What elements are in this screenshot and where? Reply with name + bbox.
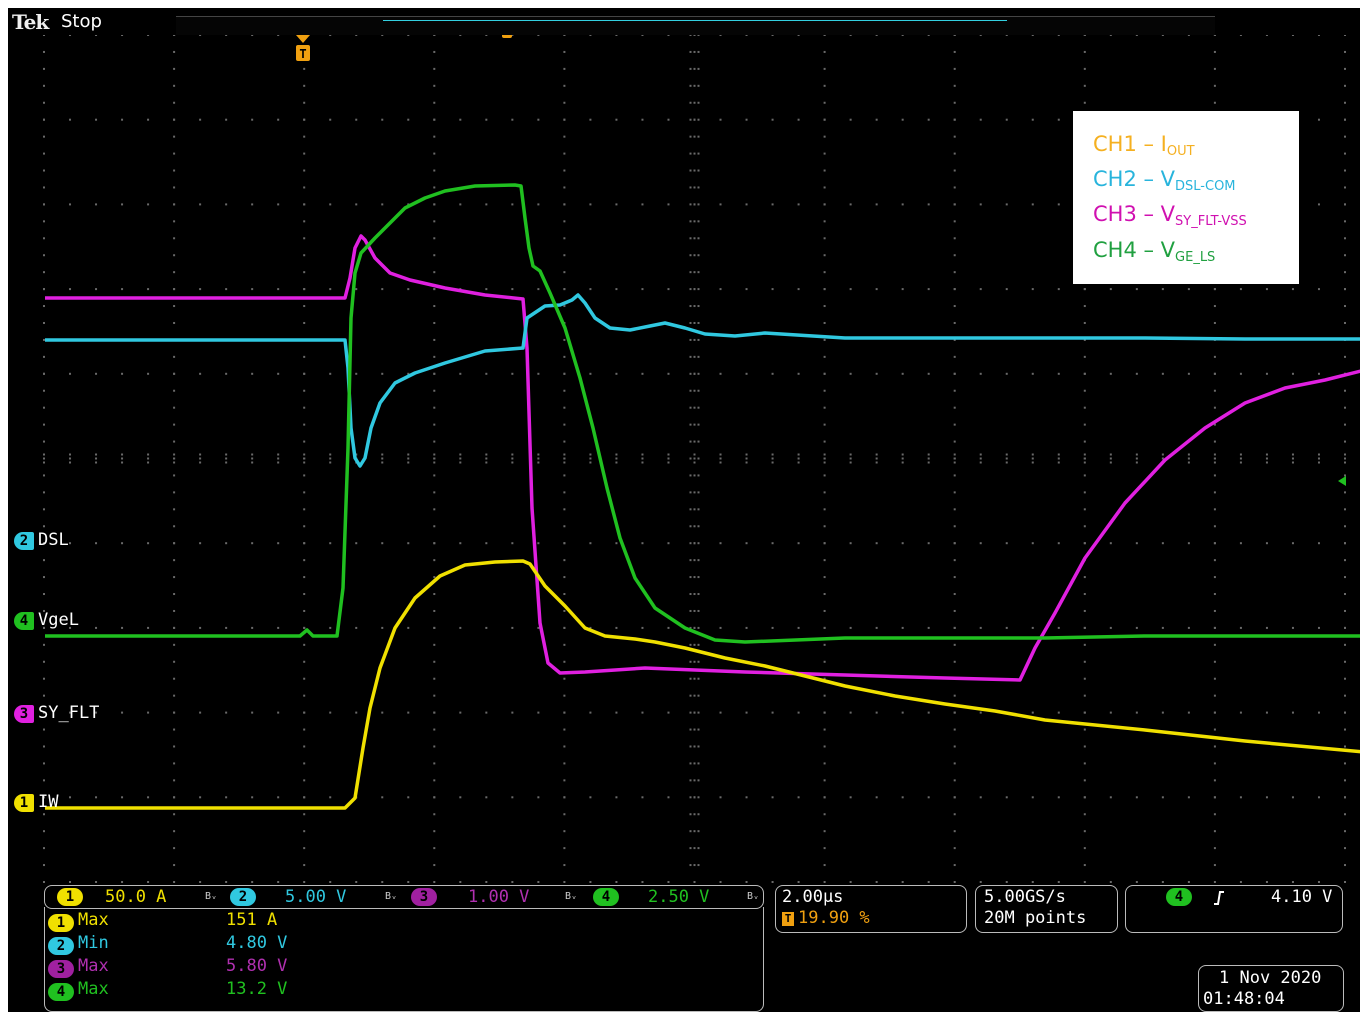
ch3-trace [45, 234, 1360, 682]
ch1-ground-marker[interactable]: 1 IW [14, 792, 58, 812]
waveform-traces [45, 183, 1360, 810]
acquisition-run-state: Stop [61, 11, 102, 32]
ch1-scale[interactable]: 50.0 A [105, 887, 167, 907]
measurement-ch2: 2 Min 4.80 V [48, 932, 287, 955]
vertical-scale-panel[interactable]: 1 50.0 A Bᵥ 2 5.00 V Bᵥ 3 1.00 V Bᵥ 4 2.… [44, 885, 764, 909]
time: 01:48:04 [1203, 989, 1285, 1009]
record-length: 20M points [984, 908, 1087, 928]
legend-ch2: CH2 – VDSL-COM [1093, 167, 1236, 194]
trigger-level: 4.10 V [1271, 887, 1333, 907]
ch4-scale[interactable]: 2.50 V [648, 887, 710, 907]
trigger-position-icon: T [782, 912, 794, 926]
horizontal-panel[interactable]: 2.00µs T 19.90 % [775, 885, 967, 933]
ch4-ground-marker[interactable]: 4 VgeL [14, 610, 79, 630]
ch4-trace [45, 183, 1360, 644]
ch2-trace [45, 293, 1360, 468]
graticule [43, 34, 1346, 883]
trigger-panel[interactable]: 4 4.10 V [1125, 885, 1343, 933]
legend-ch4: CH4 – VGE_LS [1093, 238, 1216, 265]
ch2-ground-marker[interactable]: 2 DSL [14, 530, 69, 550]
bandwidth-limit-icon: Bᵥ [205, 891, 218, 902]
datetime-panel: 1 Nov 2020 01:48:04 [1198, 965, 1344, 1012]
ch2-scale[interactable]: 5.00 V [285, 887, 347, 907]
date: 1 Nov 2020 [1219, 968, 1322, 988]
trigger-position-marker[interactable]: T [296, 35, 310, 61]
bandwidth-limit-icon: Bᵥ [385, 891, 398, 902]
measurement-ch1: 1 Max 151 A [48, 909, 277, 932]
tek-logo: Tek [12, 10, 49, 34]
svg-text:T: T [299, 47, 306, 61]
measurements-panel[interactable]: 1 Max 151 A 2 Min 4.80 V 3 Max 5.80 V 4 Max 13.2… [44, 907, 764, 1012]
trigger-source: 4 [1166, 888, 1192, 906]
ch3-scale[interactable]: 1.00 V [468, 887, 530, 907]
bandwidth-limit-icon: Bᵥ [747, 891, 760, 902]
oscilloscope-screen: T Tek Stop CH1 – IOUT CH2 – VDSL-COM CH3… [8, 8, 1360, 1012]
legend-ch1: CH1 – IOUT [1093, 132, 1195, 159]
trigger-position-icon [296, 35, 310, 43]
rising-edge-icon [1214, 891, 1224, 905]
bandwidth-limit-icon: Bᵥ [565, 891, 578, 902]
trigger-position-readout: T 19.90 % [782, 908, 870, 928]
legend-ch3: CH3 – VSY_FLT-VSS [1093, 202, 1247, 229]
top-status-bar: Tek Stop [8, 8, 1360, 35]
trigger-level-icon[interactable] [1338, 476, 1346, 486]
measurement-ch3: 3 Max 5.80 V [48, 955, 287, 978]
ch3-ground-marker[interactable]: 3 SY_FLT [14, 703, 99, 723]
ch1-trace [45, 559, 1360, 810]
sample-rate: 5.00GS/s [984, 887, 1066, 907]
measurement-ch4: 4 Max 13.2 V [48, 978, 287, 1001]
time-per-division: 2.00µs [782, 887, 844, 907]
channel-legend: CH1 – IOUT CH2 – VDSL-COM CH3 – VSY_FLT-… [1073, 111, 1299, 284]
acquisition-panel[interactable]: 5.00GS/s 20M points [975, 885, 1118, 933]
record-view-bar [176, 16, 1215, 35]
record-view-line [383, 20, 1007, 21]
readout-area: 1 50.0 A Bᵥ 2 5.00 V Bᵥ 3 1.00 V Bᵥ 4 2.… [8, 884, 1360, 1012]
